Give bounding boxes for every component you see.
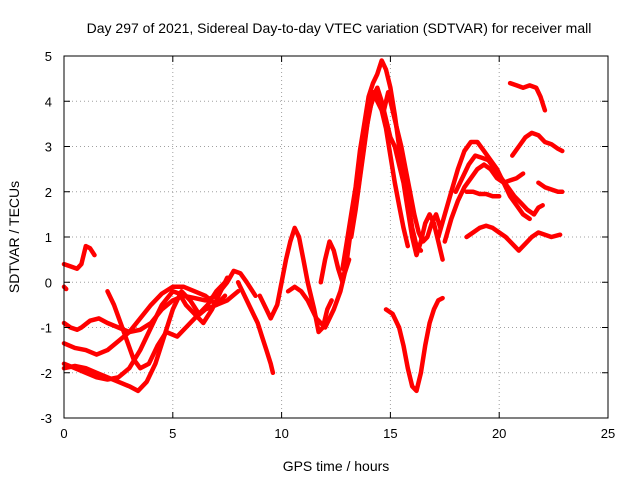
series-trace-20 [464,223,563,253]
x-tick-label: 5 [169,426,176,441]
y-tick-label: -3 [40,411,52,426]
series-trace-21 [507,80,548,113]
x-tick-label: 10 [274,426,288,441]
y-tick-label: 4 [45,94,52,109]
grid [64,56,608,418]
series-trace-17 [436,139,532,240]
y-tick-label: 5 [45,49,52,64]
x-tick-label: 15 [383,426,397,441]
series-trace-14 [355,89,443,244]
x-tick-label: 0 [60,426,67,441]
series-trace-24 [531,203,545,217]
y-tick-label: 3 [45,140,52,155]
series-trace-19 [464,189,502,199]
series-trace-5 [61,275,230,382]
x-axis-label: GPS time / hours [283,458,390,474]
y-tick-label: -2 [40,366,52,381]
y-axis-label: SDTVAR / TECUs [6,181,22,293]
series-trace-22 [510,130,565,158]
y-tick-label: 2 [45,185,52,200]
series-trace-12 [340,58,424,271]
x-tick-label: 20 [492,426,506,441]
y-tick-label: 0 [45,275,52,290]
chart-title: Day 297 of 2021, Sidereal Day-to-day VTE… [87,20,592,36]
series-trace-18 [453,153,537,217]
series-trace-2 [61,243,97,271]
series-trace-23 [536,180,565,195]
data-series [61,58,565,394]
y-tick-label: 1 [45,230,52,245]
series-trace-7 [105,289,228,371]
y-tick-labels: -3 -2 -1 0 1 2 3 4 5 [40,49,52,426]
x-tick-label: 25 [601,426,615,441]
series-trace-9 [257,225,334,335]
y-tick-label: -1 [40,321,52,336]
series-trace-8 [235,280,276,376]
series-trace-15 [383,295,445,394]
series-trace-16 [442,162,526,244]
axis-ticks [63,55,609,419]
x-tick-labels: 0 5 10 15 20 25 [60,426,615,441]
